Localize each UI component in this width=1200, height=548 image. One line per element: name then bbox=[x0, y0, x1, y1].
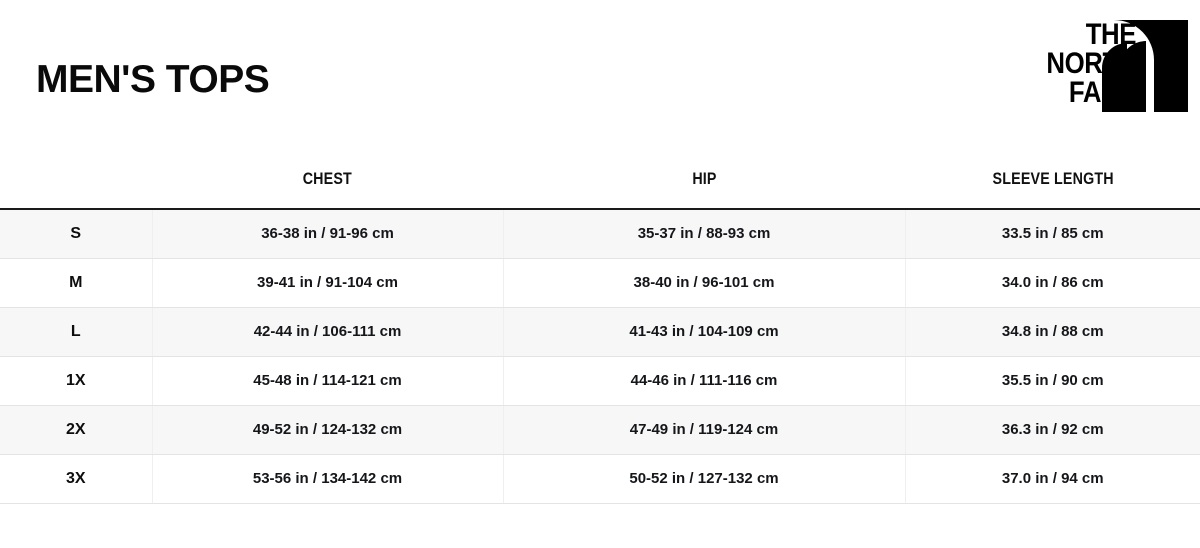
table-header-row: CHEST HIP SLEEVE LENGTH bbox=[0, 150, 1200, 210]
cell-chest: 49-52 in / 124-132 cm bbox=[152, 405, 504, 455]
cell-size: 3X bbox=[0, 454, 153, 504]
brand-logo: THE NORTH FACE bbox=[1014, 18, 1190, 114]
cell-sleeve: 34.0 in / 86 cm bbox=[905, 258, 1200, 308]
table-row: L 42-44 in / 106-111 cm 41-43 in / 104-1… bbox=[0, 307, 1200, 357]
column-header-chest: CHEST bbox=[152, 150, 504, 210]
column-header-hip: HIP bbox=[503, 150, 906, 210]
table-row: 3X 53-56 in / 134-142 cm 50-52 in / 127-… bbox=[0, 454, 1200, 504]
cell-sleeve: 35.5 in / 90 cm bbox=[905, 356, 1200, 406]
cell-chest: 39-41 in / 91-104 cm bbox=[152, 258, 504, 308]
table-header: CHEST HIP SLEEVE LENGTH bbox=[0, 150, 1200, 210]
table-row: 1X 45-48 in / 114-121 cm 44-46 in / 111-… bbox=[0, 356, 1200, 406]
cell-sleeve: 33.5 in / 85 cm bbox=[905, 209, 1200, 259]
cell-size: M bbox=[0, 258, 153, 308]
cell-size: L bbox=[0, 307, 153, 357]
cell-hip: 47-49 in / 119-124 cm bbox=[503, 405, 906, 455]
cell-sleeve: 34.8 in / 88 cm bbox=[905, 307, 1200, 357]
table-row: 2X 49-52 in / 124-132 cm 47-49 in / 119-… bbox=[0, 405, 1200, 455]
page-header: MEN'S TOPS THE NORTH FACE bbox=[0, 0, 1200, 150]
column-header-sleeve-length: SLEEVE LENGTH bbox=[905, 150, 1200, 210]
cell-sleeve: 36.3 in / 92 cm bbox=[905, 405, 1200, 455]
cell-size: 1X bbox=[0, 356, 153, 406]
column-header-size bbox=[0, 150, 153, 210]
table-row: M 39-41 in / 91-104 cm 38-40 in / 96-101… bbox=[0, 258, 1200, 308]
cell-chest: 42-44 in / 106-111 cm bbox=[152, 307, 504, 357]
cell-sleeve: 37.0 in / 94 cm bbox=[905, 454, 1200, 504]
cell-hip: 44-46 in / 111-116 cm bbox=[503, 356, 906, 406]
cell-hip: 35-37 in / 88-93 cm bbox=[503, 209, 906, 259]
cell-size: 2X bbox=[0, 405, 153, 455]
north-face-dome-icon bbox=[1102, 20, 1188, 112]
page-title: MEN'S TOPS bbox=[36, 58, 270, 101]
size-chart-table: CHEST HIP SLEEVE LENGTH S 36-38 in / 91-… bbox=[0, 150, 1200, 504]
brand-wordmark-line-1: THE bbox=[1085, 18, 1137, 51]
cell-hip: 50-52 in / 127-132 cm bbox=[503, 454, 906, 504]
table-row: S 36-38 in / 91-96 cm 35-37 in / 88-93 c… bbox=[0, 209, 1200, 259]
cell-size: S bbox=[0, 209, 153, 259]
cell-chest: 53-56 in / 134-142 cm bbox=[152, 454, 504, 504]
cell-chest: 36-38 in / 91-96 cm bbox=[152, 209, 504, 259]
cell-hip: 38-40 in / 96-101 cm bbox=[503, 258, 906, 308]
cell-chest: 45-48 in / 114-121 cm bbox=[152, 356, 504, 406]
cell-hip: 41-43 in / 104-109 cm bbox=[503, 307, 906, 357]
table-body: S 36-38 in / 91-96 cm 35-37 in / 88-93 c… bbox=[0, 209, 1200, 504]
